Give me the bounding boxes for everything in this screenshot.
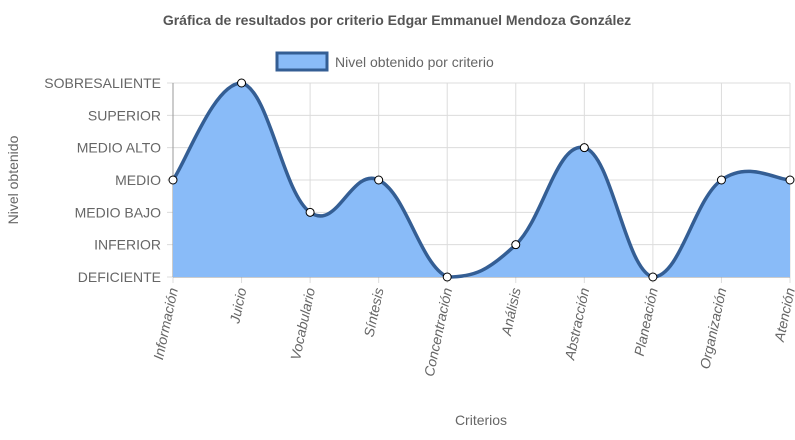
y-tick-label: SOBRESALIENTE [44,75,161,91]
series-line-path [171,81,791,279]
y-tick-label: MEDIO [115,172,161,188]
x-tick-label: Análisis [498,286,524,338]
data-point[interactable] [648,272,658,282]
y-tick-label: SUPERIOR [88,107,161,123]
series-points [168,78,795,282]
x-tick-label: Atención [771,286,795,344]
series-line [171,81,791,279]
y-tick-label: INFERIOR [94,237,161,253]
data-point[interactable] [237,78,247,88]
data-point[interactable] [716,175,726,185]
y-axis-ticks: DEFICIENTE INFERIOR MEDIO BAJO MEDIO MEDIO A… [44,75,161,285]
data-point[interactable] [168,175,178,185]
x-tick-label: Juicio [226,286,249,326]
y-tick-label: MEDIO BAJO [75,204,161,220]
legend-label: Nivel obtenido por criterio [335,54,494,70]
data-point[interactable] [511,240,521,250]
x-tick-label: Concentración [421,286,455,378]
y-tick-label: MEDIO ALTO [77,140,161,156]
legend-swatch [275,51,329,72]
legend[interactable]: Nivel obtenido por criterio [275,51,494,72]
series-area-fill [173,83,790,277]
x-tick-label: Planeación [631,286,661,357]
data-point[interactable] [305,207,315,217]
x-tick-label: Vocabulario [287,286,318,361]
data-point[interactable] [785,175,795,185]
chart-title: Gráfica de resultados por criterio Edgar… [163,12,631,28]
y-axis-title: Nivel obtenido [5,135,21,224]
data-point[interactable] [579,143,589,153]
x-tick-label: Abstracción [561,286,592,362]
x-tick-label: Síntesis [361,286,387,338]
data-point[interactable] [442,272,452,282]
x-tick-label: Organización [697,286,730,370]
y-tick-label: DEFICIENTE [78,269,161,285]
x-tick-label: Información [150,286,181,361]
x-axis-title: Criterios [455,412,507,428]
series-area [173,83,790,277]
data-point[interactable] [374,175,384,185]
x-axis-ticks: Información Juicio Vocabulario Síntesis Conc… [150,286,795,378]
